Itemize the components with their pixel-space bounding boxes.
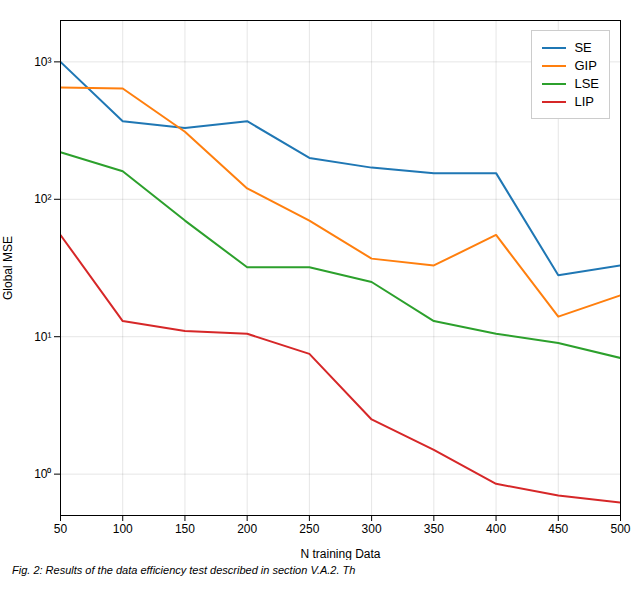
svg-text:10⁰: 10⁰ xyxy=(34,467,51,481)
svg-text:10²: 10² xyxy=(34,192,51,206)
html-text:SE: SE xyxy=(574,40,592,55)
svg-text:400: 400 xyxy=(486,522,506,536)
svg-text:300: 300 xyxy=(362,522,382,536)
svg-text:N training Data: N training Data xyxy=(300,547,380,561)
svg-text:350: 350 xyxy=(424,522,444,536)
svg-text:150: 150 xyxy=(175,522,195,536)
svg-text:200: 200 xyxy=(237,522,257,536)
svg-text:10³: 10³ xyxy=(34,55,51,69)
svg-text:50: 50 xyxy=(54,522,68,536)
html-text:LSE: LSE xyxy=(574,76,599,91)
html-text:Fig. 2: Results of the data ef: Fig. 2: Results of the data efficiency t… xyxy=(12,564,356,576)
svg-text:250: 250 xyxy=(299,522,319,536)
svg-text:Global MSE: Global MSE xyxy=(1,236,15,300)
svg-text:10¹: 10¹ xyxy=(34,330,51,344)
html-text:GIP: GIP xyxy=(574,58,597,73)
svg-text:450: 450 xyxy=(548,522,568,536)
svg-text:500: 500 xyxy=(610,522,630,536)
svg-text:100: 100 xyxy=(113,522,133,536)
html-text:LIP: LIP xyxy=(574,94,594,109)
